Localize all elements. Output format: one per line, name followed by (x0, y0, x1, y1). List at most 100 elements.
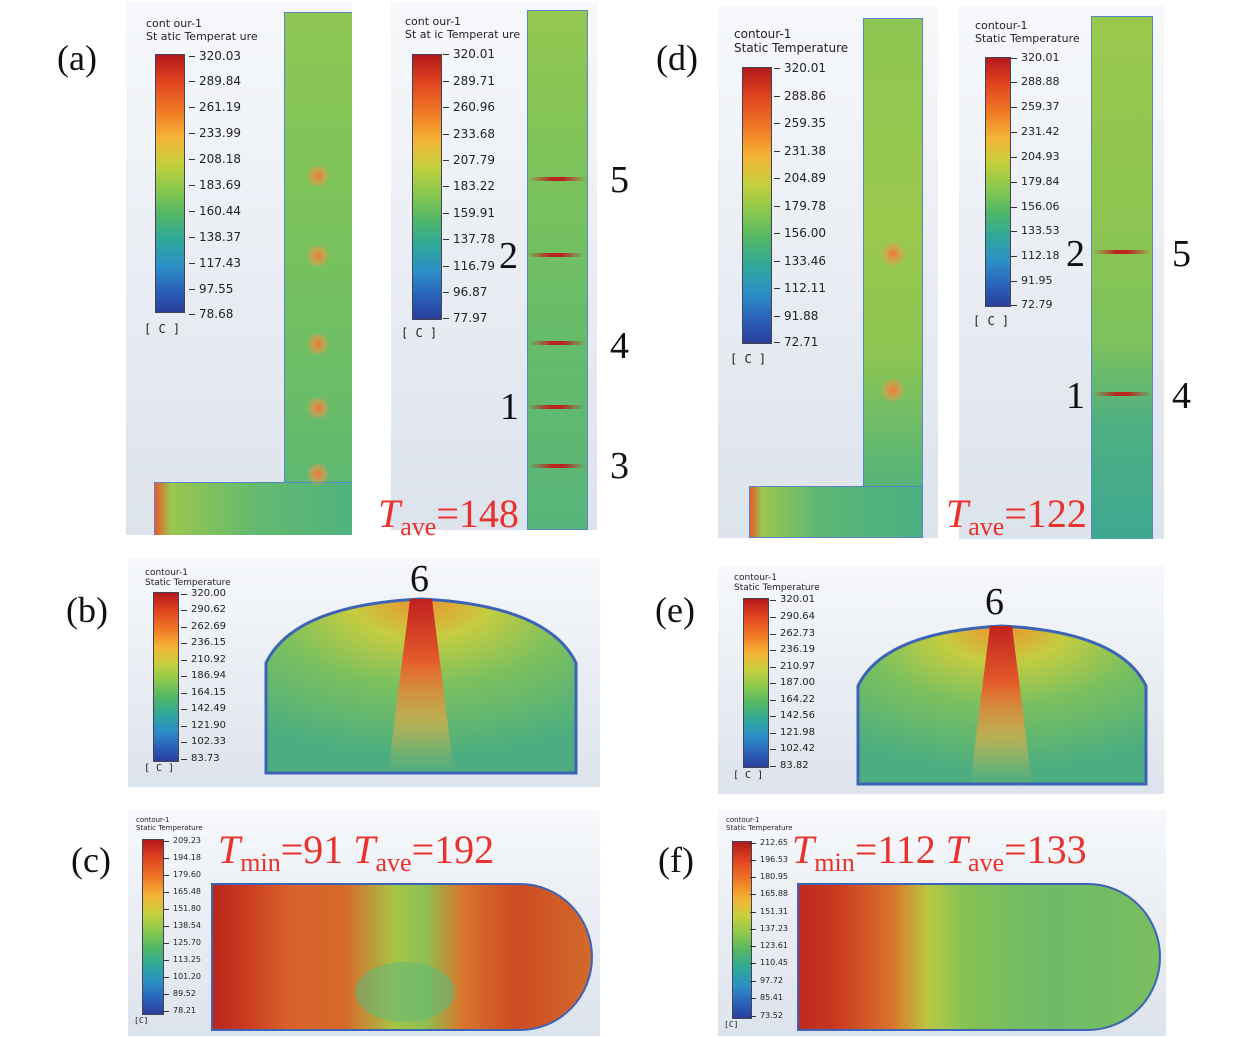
heat-line-2-5 (1093, 250, 1151, 254)
heater-number-2: 2 (1066, 233, 1085, 275)
channel-vertical (863, 18, 923, 538)
channel-vertical (284, 12, 352, 535)
color-scale-bar (142, 839, 164, 1015)
unit-label: [ C ] (144, 322, 181, 336)
scale-tick: 97.55 (188, 282, 234, 296)
scale-tick: 236.15 (181, 637, 226, 648)
scale-tick: 97.72 (750, 976, 783, 985)
unit-label: [ C ] (733, 770, 764, 781)
scale-tick: 137.78 (443, 232, 495, 246)
tave-value: =148 (436, 491, 519, 536)
tmin-value: =91 (280, 827, 344, 872)
tave-annotation-a: Tave=148 (378, 494, 519, 547)
panel-label-f: (f) (658, 840, 694, 880)
scale-tick: 179.78 (774, 199, 826, 213)
unit-label: [ C ] (973, 314, 1010, 328)
scale-tick: 187.00 (770, 677, 815, 688)
scale-tick: 210.97 (770, 661, 815, 672)
vessel-section-f (797, 883, 1161, 1031)
scale-tick: 209.23 (163, 836, 201, 845)
scale-tick: 91.95 (1011, 274, 1053, 287)
scale-tick: 142.56 (770, 710, 815, 721)
scale-tick: 165.88 (750, 889, 788, 898)
hot-spot (881, 378, 905, 402)
scale-tick: 159.91 (443, 206, 495, 220)
heater-number-1: 1 (500, 386, 519, 428)
scale-tick: 164.22 (770, 694, 815, 705)
legend-title-line1: contour-1 (145, 568, 188, 578)
scale-tick: 78.21 (163, 1006, 196, 1015)
scale-tick: 83.82 (770, 760, 809, 771)
tave-symbol: T (378, 491, 401, 536)
heater-number-5: 5 (610, 159, 629, 201)
scale-tick: 102.42 (770, 743, 815, 754)
tave-value: =133 (1004, 827, 1087, 872)
heater-number-5: 5 (1172, 233, 1191, 275)
scale-tick: 320.01 (1011, 51, 1060, 64)
unit-label: [ C ] (730, 352, 767, 366)
tave-symbol: T (945, 827, 969, 872)
scale-tick: 85.41 (750, 993, 783, 1002)
scale-tick: 133.53 (1011, 224, 1060, 237)
legend-title-line1: cont our-1 (146, 17, 203, 30)
heater-number-4: 4 (610, 325, 629, 367)
scale-tick: 260.96 (443, 100, 495, 114)
scale-tick: 236.19 (770, 644, 815, 655)
scale-tick: 210.92 (181, 654, 226, 665)
tmin-subscript: min (814, 848, 855, 877)
scale-tick: 179.84 (1011, 175, 1060, 188)
scale-tick: 121.98 (770, 727, 815, 738)
panel-label-d: (d) (656, 38, 698, 78)
cool-region (355, 962, 455, 1022)
vessel-cross-section (264, 597, 578, 775)
legend-title-line2: Static Temperature (145, 578, 231, 588)
channel-horizontal (749, 486, 923, 538)
scale-tick: 186.94 (181, 670, 226, 681)
scale-tick: 72.71 (773, 335, 819, 349)
scale-tick: 262.69 (181, 621, 226, 632)
tave-subscript: ave (968, 848, 1005, 877)
scale-tick: 180.95 (750, 872, 788, 881)
scale-tick: 208.18 (189, 152, 241, 166)
contour-panel-b: contour-1 Static Temperature 320.00 290.… (128, 559, 600, 787)
tave-subscript: ave (375, 848, 412, 877)
scale-tick: 231.38 (774, 144, 826, 158)
scale-tick: 289.84 (189, 74, 241, 88)
panel-label-e: (e) (655, 590, 695, 630)
scale-tick: 112.11 (774, 281, 826, 295)
color-scale-bar (153, 592, 179, 762)
scale-tick: 78.68 (188, 307, 234, 321)
heater-number-3: 3 (610, 445, 629, 487)
scale-tick: 183.22 (443, 179, 495, 193)
contour-panel-c: contour-1 Static Temperature 209.23 194.… (128, 810, 600, 1036)
scale-tick: 160.44 (189, 204, 241, 218)
tmin-tave-annotation-c: Tmin=91 Tave=192 (218, 830, 494, 883)
scale-tick: 194.18 (163, 853, 201, 862)
channel-vertical (1091, 16, 1153, 539)
legend-title-line1: contour-1 (136, 816, 170, 824)
vessel-cross-section (856, 624, 1148, 786)
scale-tick: 259.35 (774, 116, 826, 130)
scale-tick: 138.54 (163, 921, 201, 930)
color-scale-bar (155, 54, 185, 313)
unit-label: [C] (724, 1020, 739, 1029)
scale-tick: 137.23 (750, 924, 788, 933)
heat-plume (970, 626, 1032, 784)
vessel-section-c (211, 883, 593, 1031)
unit-label: [C] (134, 1016, 149, 1025)
vessel-body (797, 883, 1161, 1031)
scale-tick: 262.73 (770, 628, 815, 639)
scale-tick: 288.88 (1011, 75, 1060, 88)
heat-line-1-4 (1093, 392, 1151, 396)
hot-spot (307, 333, 329, 355)
scale-tick: 96.87 (442, 285, 488, 299)
legend-title-line2: Static Temperature (726, 824, 793, 832)
legend-title-line1: contour-1 (975, 19, 1028, 32)
color-scale-bar (732, 841, 752, 1019)
scale-tick: 73.52 (750, 1011, 783, 1020)
scale-tick: 233.68 (443, 127, 495, 141)
heater-number-6: 6 (985, 581, 1004, 623)
scale-tick: 320.01 (443, 47, 495, 61)
tmin-symbol: T (792, 827, 815, 872)
scale-tick: 133.46 (774, 254, 826, 268)
